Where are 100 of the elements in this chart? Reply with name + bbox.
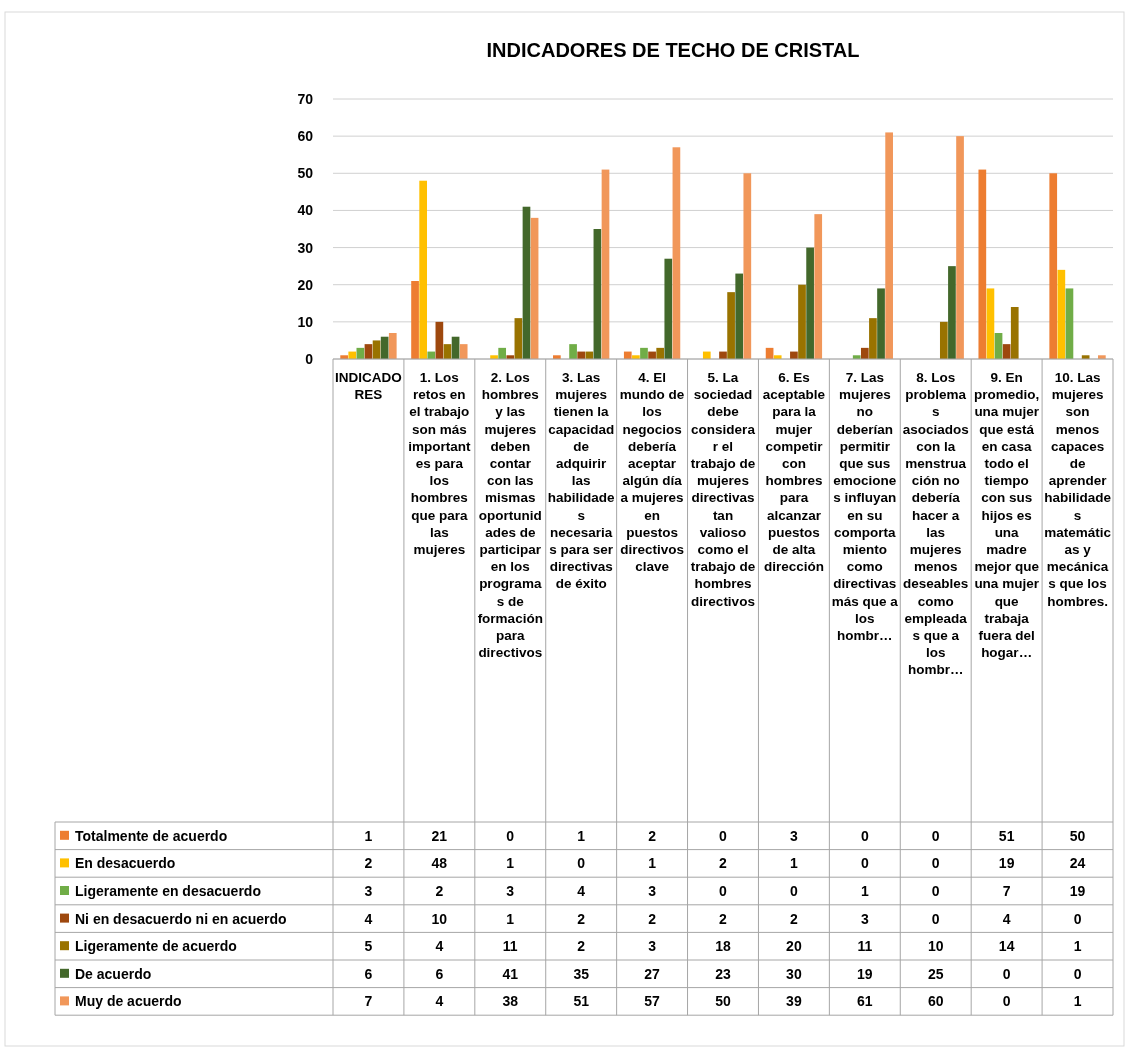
data-label: 5 <box>364 938 373 955</box>
bar <box>978 169 987 359</box>
data-label: 3 <box>364 883 373 899</box>
data-label: 48 <box>431 855 448 872</box>
data-label: 19 <box>1069 883 1086 899</box>
data-label: 0 <box>1073 910 1082 927</box>
data-label: 0 <box>577 855 586 872</box>
chart-title: INDICADORES DE TECHO DE CRISTAL <box>486 39 860 61</box>
bar <box>601 169 610 359</box>
data-label: 0 <box>719 883 728 899</box>
data-label: 2 <box>577 938 586 955</box>
bar <box>380 336 389 359</box>
data-label: 1 <box>577 827 586 844</box>
data-label: 2 <box>719 910 728 927</box>
data-label: 4 <box>577 883 586 899</box>
bar <box>939 321 948 359</box>
y-tick-label: 20 <box>297 276 314 293</box>
bar <box>1065 288 1074 359</box>
data-label: 4 <box>435 938 444 955</box>
data-label: 3 <box>648 938 657 955</box>
category-label: 10. Las mujeres son menos capaces de aprender habilidades matemáticas y mecánicas que los hombres. <box>1044 370 1111 609</box>
data-label: 0 <box>931 883 940 899</box>
bar <box>672 147 681 359</box>
data-label: 6 <box>435 965 444 982</box>
data-label: 1 <box>1073 993 1082 1010</box>
data-label: 41 <box>502 965 519 982</box>
bar <box>656 347 665 359</box>
bar <box>727 292 735 359</box>
y-tick-label: 0 <box>305 351 314 367</box>
data-label: 18 <box>715 938 731 955</box>
y-tick-label: 70 <box>297 91 314 107</box>
data-label: 0 <box>931 827 940 844</box>
bar <box>869 318 877 359</box>
data-label: 0 <box>1002 965 1011 982</box>
bar <box>877 288 885 359</box>
legend-label: De acuerdo <box>75 965 152 982</box>
data-label: 11 <box>502 938 518 955</box>
data-label: 2 <box>577 910 586 927</box>
bar <box>1057 269 1066 359</box>
bar <box>388 333 397 359</box>
data-label: 10 <box>927 938 944 955</box>
data-label: 1 <box>860 883 869 899</box>
data-label: 2 <box>364 855 373 872</box>
legend-label: Ligeramente de acuerdo <box>75 938 237 955</box>
bar <box>530 217 539 359</box>
data-label: 23 <box>715 965 731 982</box>
data-label: 7 <box>364 993 373 1010</box>
bar <box>735 273 744 359</box>
data-label: 39 <box>786 993 802 1010</box>
bar <box>743 173 752 359</box>
data-label: 0 <box>931 910 940 927</box>
data-label: 7 <box>1002 883 1011 899</box>
data-label: 21 <box>431 827 448 844</box>
y-tick-label: 10 <box>297 313 314 330</box>
data-label: 2 <box>790 910 799 927</box>
category-label: 5. La sociedad debe considerar el trabajo de mujeres directivas tan valioso como el trabajo de hombres directivos <box>690 370 756 609</box>
category-label: 2. Los hombres y las mujeres deben contar con las mismas oportunidades de participar en los programas de formación para directivos <box>477 370 543 661</box>
data-label: 0 <box>860 827 869 844</box>
legend-label: Muy de acuerdo <box>75 993 182 1010</box>
category-label: 9. En promedio, una mujer que está en casa todo el tiempo con sus hijos es una madre mejor que una mujer que trabaja fuera del hogar… <box>974 370 1040 661</box>
data-label: 60 <box>927 993 944 1010</box>
data-label: 2 <box>648 910 657 927</box>
bar <box>798 284 806 359</box>
data-label: 27 <box>644 965 661 982</box>
bar <box>459 344 468 359</box>
data-label: 1 <box>364 827 373 844</box>
data-label: 1 <box>506 910 515 927</box>
bar <box>640 347 648 359</box>
data-label: 4 <box>1002 910 1011 927</box>
bar <box>806 247 814 359</box>
category-label: 4. El mundo de los negocios debería aceptar algún día a mujeres en puestos directivos clave <box>619 370 685 575</box>
y-tick-label: 60 <box>297 128 314 145</box>
bar <box>814 214 823 359</box>
data-label: 1 <box>648 855 657 872</box>
data-label: 51 <box>998 827 1015 844</box>
bar <box>593 229 602 359</box>
bar <box>1010 307 1019 359</box>
data-label: 24 <box>1069 855 1086 872</box>
data-label: 4 <box>435 993 444 1010</box>
data-label: 51 <box>573 993 590 1010</box>
bar <box>411 281 419 359</box>
category-label: 7. Las mujeres no deberían permitir que sus emociones influyan en su comportamiento como directivas más que a los hombr… <box>831 370 898 643</box>
y-tick-label: 30 <box>297 239 314 256</box>
bar <box>885 132 893 359</box>
data-label: 0 <box>931 855 940 872</box>
category-label: 3. Las mujeres tienen la capacidad de adquirir las habilidades necesarias para ser directivas de éxito <box>547 370 615 592</box>
data-label: 11 <box>857 938 873 955</box>
data-label: 10 <box>431 910 448 927</box>
legend-label: Totalmente de acuerdo <box>75 827 228 844</box>
data-label: 14 <box>998 938 1015 955</box>
legend-label: Ligeramente en desacuerdo <box>75 883 261 899</box>
category-label: 1. Los retos en el trabajo son más importantes para los hombres que para las mujeres <box>408 370 471 557</box>
data-label: 3 <box>790 827 799 844</box>
data-label: 0 <box>860 855 869 872</box>
data-label: 0 <box>790 883 799 899</box>
category-label: 8. Los problemas asociados con la menstruación no debería hacer a las mujeres menos deseables como empleadas que a los hombr… <box>902 370 969 678</box>
data-label: 1 <box>1073 938 1082 955</box>
data-label: 20 <box>786 938 802 955</box>
bar <box>498 347 507 359</box>
data-label: 0 <box>506 827 515 844</box>
